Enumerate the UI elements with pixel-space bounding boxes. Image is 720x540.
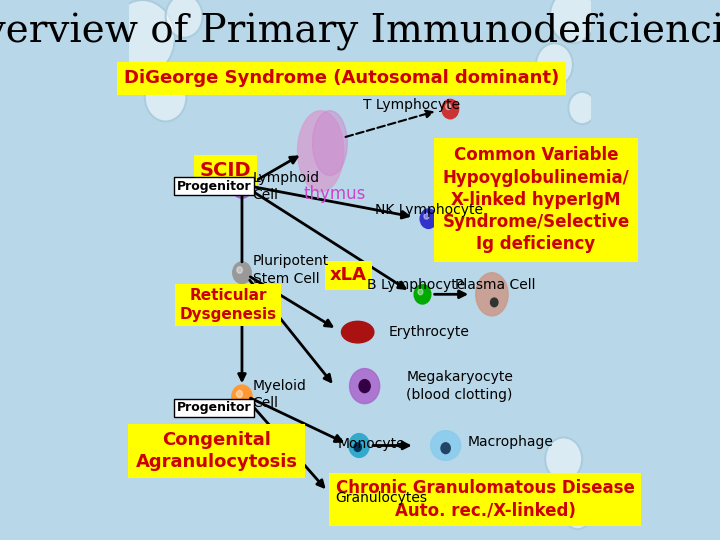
Circle shape <box>233 262 251 284</box>
Circle shape <box>490 298 498 307</box>
Text: B Lymphocyte: B Lymphocyte <box>367 278 466 292</box>
Text: thymus: thymus <box>303 185 366 204</box>
Text: DiGeorge Syndrome (Autosomal dominant): DiGeorge Syndrome (Autosomal dominant) <box>124 69 559 87</box>
Circle shape <box>441 443 450 454</box>
Text: Chronic Granulomatous Disease
Auto. rec./X-linked): Chronic Granulomatous Disease Auto. rec.… <box>336 480 634 519</box>
FancyArrowPatch shape <box>435 291 465 298</box>
Circle shape <box>145 73 186 122</box>
Text: Myeloid
Cell: Myeloid Cell <box>253 379 307 410</box>
FancyArrowPatch shape <box>253 187 408 218</box>
Circle shape <box>359 380 370 393</box>
Circle shape <box>349 434 369 457</box>
FancyArrowPatch shape <box>251 398 342 442</box>
FancyArrowPatch shape <box>346 111 433 137</box>
Text: Megakaryocyte
(blood clotting): Megakaryocyte (blood clotting) <box>406 370 513 402</box>
FancyArrowPatch shape <box>251 277 332 326</box>
Circle shape <box>236 390 243 397</box>
Circle shape <box>354 443 361 451</box>
Ellipse shape <box>297 111 343 192</box>
FancyArrowPatch shape <box>250 280 331 381</box>
Text: SCID: SCID <box>200 160 251 180</box>
Circle shape <box>564 497 591 529</box>
Text: Pluripotent
Stem Cell: Pluripotent Stem Cell <box>253 254 329 286</box>
Circle shape <box>414 285 431 304</box>
Text: Granulocytes: Granulocytes <box>335 491 427 505</box>
Ellipse shape <box>350 368 379 404</box>
Circle shape <box>232 385 252 409</box>
Circle shape <box>568 92 596 124</box>
Circle shape <box>232 174 252 198</box>
Text: Congenital
Agranulocytosis: Congenital Agranulocytosis <box>135 431 297 471</box>
Circle shape <box>442 99 459 119</box>
FancyArrowPatch shape <box>238 180 246 262</box>
Text: Macrophage: Macrophage <box>467 435 553 449</box>
Ellipse shape <box>341 321 374 343</box>
Circle shape <box>536 43 573 86</box>
Ellipse shape <box>431 431 461 460</box>
Circle shape <box>236 180 243 187</box>
Circle shape <box>424 213 429 219</box>
Circle shape <box>110 0 175 76</box>
Circle shape <box>420 209 437 228</box>
Text: Common Variable
Hypoγglobulinemia/
X-linked hyperIgM
Syndrome/Selective
Ig defic: Common Variable Hypoγglobulinemia/ X-lin… <box>442 146 629 253</box>
FancyArrowPatch shape <box>238 287 246 380</box>
Text: xLA: xLA <box>330 266 367 285</box>
Circle shape <box>545 437 582 481</box>
Circle shape <box>166 0 202 38</box>
Text: Erythrocyte: Erythrocyte <box>389 325 469 339</box>
Text: Plasma Cell: Plasma Cell <box>455 278 536 292</box>
Circle shape <box>351 486 369 505</box>
Text: Lymphoid
Cell: Lymphoid Cell <box>253 171 320 202</box>
Text: Reticular
Dysgenesis: Reticular Dysgenesis <box>179 288 276 322</box>
Ellipse shape <box>476 273 508 316</box>
FancyArrowPatch shape <box>250 403 324 487</box>
Text: NK Lymphocyte: NK Lymphocyte <box>374 202 482 217</box>
FancyArrowPatch shape <box>248 157 297 185</box>
Circle shape <box>550 0 596 43</box>
Text: Progenitor: Progenitor <box>177 401 251 414</box>
Ellipse shape <box>343 478 373 510</box>
Text: Monocyte: Monocyte <box>338 437 405 451</box>
FancyArrowPatch shape <box>253 192 405 288</box>
FancyArrowPatch shape <box>373 442 409 449</box>
Circle shape <box>237 267 243 273</box>
Circle shape <box>418 289 423 295</box>
Text: Progenitor: Progenitor <box>177 180 251 193</box>
Text: T Lymphocyte: T Lymphocyte <box>364 98 460 112</box>
Ellipse shape <box>312 111 347 176</box>
Circle shape <box>446 104 451 110</box>
Text: Overview of Primary Immunodeficiencies: Overview of Primary Immunodeficiencies <box>0 14 720 51</box>
